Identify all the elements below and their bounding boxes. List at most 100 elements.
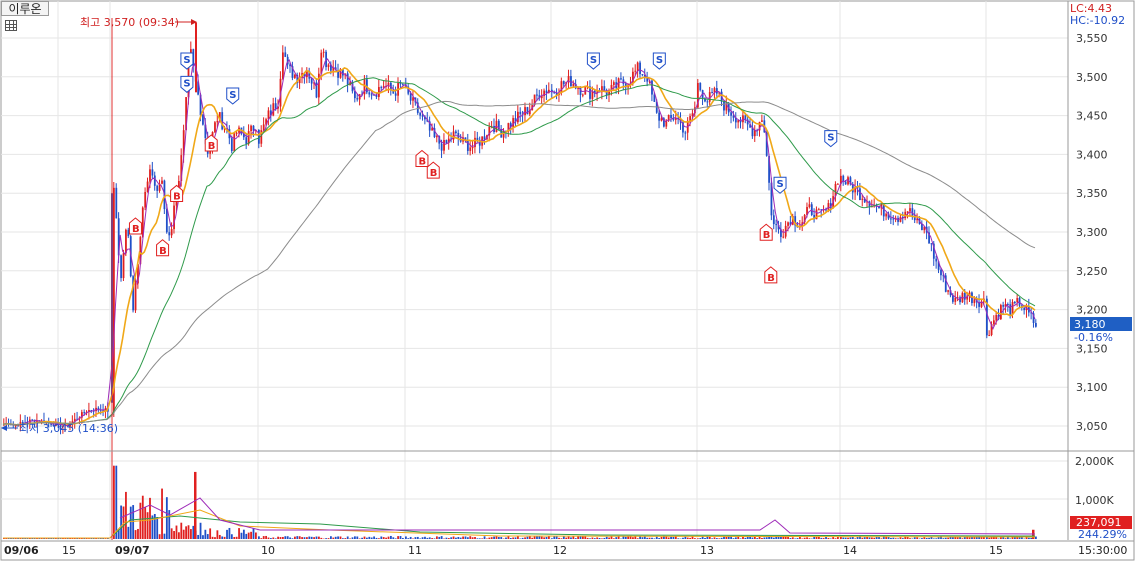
volume-bar [1009, 538, 1012, 539]
volume-bar [158, 534, 161, 539]
volume-bar [71, 538, 74, 539]
candle-body [742, 115, 744, 123]
candle-body [947, 290, 950, 292]
volume-bar [380, 536, 383, 539]
volume-bar [399, 536, 402, 539]
volume-bar [648, 537, 651, 539]
volume-bar [153, 513, 156, 539]
volume-bar [129, 506, 132, 539]
volume-bar [421, 537, 424, 539]
candle-body [997, 315, 1000, 320]
candle-body [744, 115, 747, 120]
volume-bar [233, 536, 236, 539]
price-tick-label: 3,450 [1076, 110, 1108, 123]
volume-bar [405, 536, 407, 539]
volume-bar [149, 497, 151, 539]
price-tick-label: 3,400 [1076, 148, 1108, 161]
volume-bar-last [1032, 529, 1035, 539]
volume-axis-ticks: 2,000K 1,000K [1075, 455, 1114, 507]
volume-bar [758, 536, 761, 539]
volume-bar [942, 538, 945, 539]
volume-bar [43, 537, 45, 539]
candle-body [878, 206, 880, 209]
candle-body [24, 422, 27, 424]
volume-bar [646, 537, 649, 539]
candle-body [447, 138, 450, 143]
candle-body [859, 188, 861, 200]
candle-body [954, 297, 957, 302]
volume-bar [92, 538, 95, 539]
volume-bar [483, 536, 486, 539]
volume-bar [330, 536, 332, 539]
candle-body [488, 126, 491, 136]
volume-bar [433, 538, 436, 539]
stock-name-tab[interactable]: 이루온 [1, 1, 49, 16]
candle-body [289, 64, 291, 67]
candle-body [904, 211, 907, 219]
volume-bar [481, 538, 484, 539]
candle-body [935, 258, 938, 262]
volume-bar [885, 536, 888, 539]
volume-bar [840, 536, 842, 539]
candle-body [7, 423, 10, 425]
volume-bar [173, 530, 175, 539]
volume-bar [641, 537, 644, 539]
volume-bar [629, 535, 632, 539]
price-tick-label: 3,150 [1076, 342, 1108, 355]
candle-body [598, 91, 601, 93]
volume-bar [466, 537, 469, 539]
candle-body [784, 225, 787, 237]
candle-body [1000, 305, 1002, 320]
volume-bar [598, 538, 601, 539]
volume-bar [1000, 537, 1002, 539]
volume-bar [558, 537, 560, 539]
buy-signal-icon: B [415, 149, 429, 168]
candle-body [349, 82, 351, 85]
volume-bar [419, 538, 422, 539]
candle-body [31, 419, 34, 421]
volume-bar [507, 535, 510, 539]
candle-body [540, 96, 543, 99]
candle-body [354, 91, 356, 99]
volume-bar [272, 537, 275, 539]
volume-bar [202, 535, 204, 539]
candle-body [718, 91, 721, 94]
volume-bar [62, 538, 64, 539]
x-axis-label: 12 [553, 544, 567, 557]
volume-bar [639, 536, 641, 539]
buy-signal-icon-shape [759, 223, 773, 241]
volume-bar [471, 537, 474, 539]
volume-bar [581, 536, 584, 539]
volume-bar [168, 510, 171, 539]
candle-body [866, 201, 869, 203]
candle-body [596, 91, 599, 94]
volume-bar [10, 538, 12, 539]
volume-bar [901, 538, 904, 539]
candle-body [545, 90, 548, 93]
volume-bar [1007, 536, 1009, 539]
candle-body [62, 425, 64, 427]
volume-bar [880, 538, 883, 539]
candle-body [55, 422, 57, 427]
volume-bar [459, 537, 462, 539]
candle-body [235, 132, 238, 134]
candle-body [107, 408, 109, 412]
candle-body [255, 130, 257, 132]
volume-bar [327, 538, 330, 539]
candle-body [134, 283, 137, 311]
volume-bar [325, 538, 327, 539]
candle-body [815, 209, 818, 220]
volume-bar [909, 538, 911, 539]
volume-bar [31, 538, 34, 539]
candle-body [115, 187, 118, 219]
volume-bar [478, 538, 481, 539]
candle-body [758, 121, 761, 131]
candle-body [837, 183, 839, 185]
volume-bar [509, 538, 512, 539]
candle-body [1011, 301, 1014, 315]
table-view-icon[interactable] [5, 20, 17, 31]
candle-body [301, 73, 303, 78]
sell-signal-icon: S [180, 52, 194, 70]
buy-signal-icon-shape [156, 239, 170, 257]
candle-body [603, 86, 606, 91]
